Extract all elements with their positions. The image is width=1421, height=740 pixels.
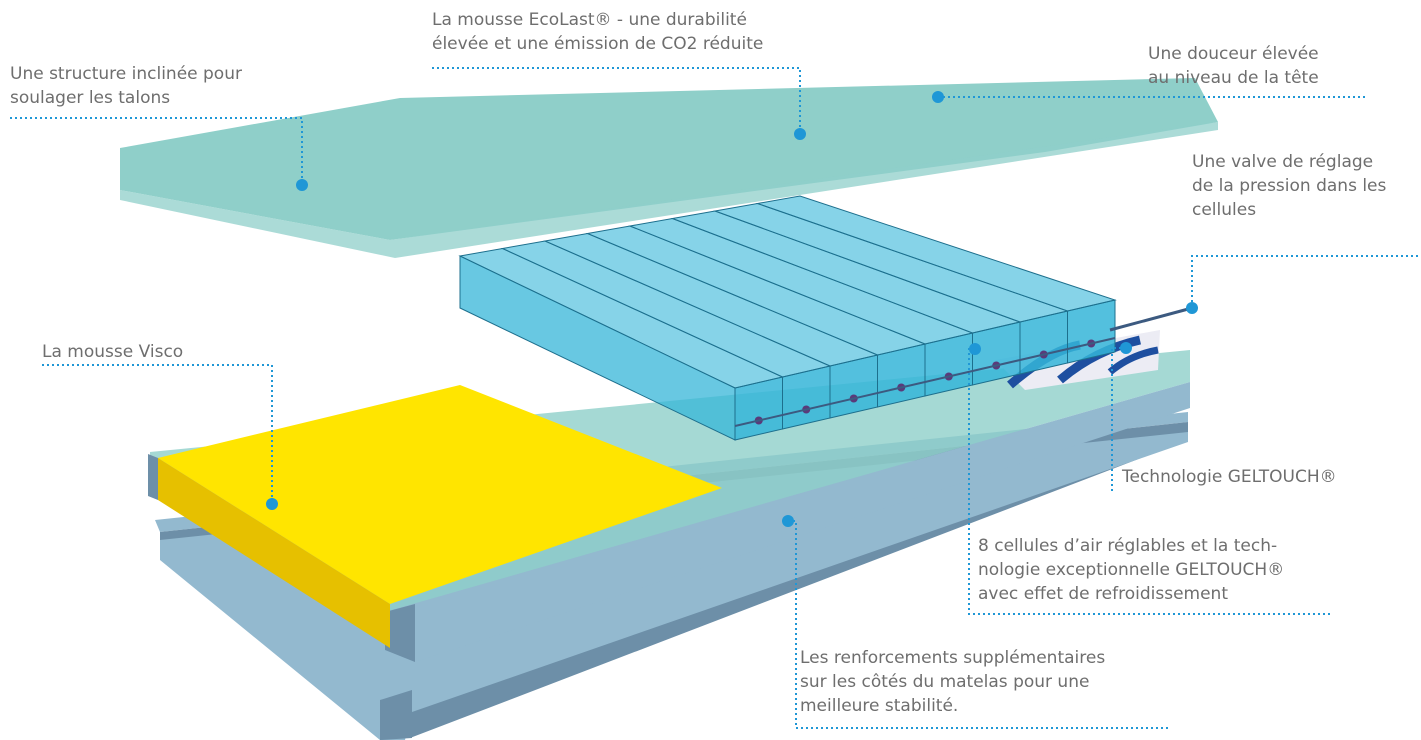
label-air-cells: 8 cellules d’air réglables et la tech- n… [978,534,1284,606]
label-side-reinforcement: Les renforcements supplémentaires sur le… [800,646,1105,718]
air-cell-top [755,195,1117,312]
valve-tube [1109,306,1193,332]
label-head-softness: Une douceur élevée au niveau de la tête [1148,42,1319,90]
leader-pressure-valve [1191,255,1418,308]
dot-pressure-valve [1186,302,1198,314]
air-cell-end-face [459,255,736,441]
label-geltouch: Technologie GELTOUCH® [1122,465,1337,489]
marker-dots [266,91,1198,527]
label-visco-foam: La mousse Visco [42,340,183,364]
leader-heel-structure [10,117,303,185]
leader-ecolast-foam [432,67,801,133]
dot-air-cells [969,343,981,355]
label-pressure-valve-line-3: cellules [1192,200,1257,220]
label-air-cells-line-2: nologie exceptionnelle GELTOUCH® [978,560,1285,580]
label-visco-foam-line-1: La mousse Visco [42,342,184,362]
visco-foam-side [158,458,390,648]
leader-geltouch [1111,347,1126,492]
dot-ecolast-foam [794,128,806,140]
visco-foam-top [158,385,722,604]
dot-heel-structure [296,179,308,191]
top-foam-layer [120,78,1218,258]
label-head-softness-line-1: Une douceur élevée [1148,44,1319,64]
dot-head-softness [932,91,944,103]
air-cell [628,217,975,397]
label-ecolast-foam: La mousse EcoLast® - une durabilité élev… [432,8,763,56]
dot-visco-foam [266,498,278,510]
label-pressure-valve: Une valve de réglage de la pression dans… [1192,150,1386,222]
middle-base-end-face [385,604,415,662]
dot-side-reinforcement [782,515,794,527]
leader-visco-foam [42,364,273,503]
label-side-reinforcement-line-3: meilleure stabilité. [800,696,959,716]
label-pressure-valve-line-2: de la pression dans les [1192,176,1387,196]
label-air-cells-line-1: 8 cellules d’air réglables et la tech- [978,536,1278,556]
top-foam-face [120,78,1218,240]
label-pressure-valve-line-1: Une valve de réglage [1192,152,1374,172]
label-head-softness-line-2: au niveau de la tête [1148,68,1319,88]
label-air-cells-line-3: avec effet de refroidissement [978,584,1228,604]
dot-geltouch [1120,342,1132,354]
air-cell-connecting-tube [734,337,1116,427]
label-ecolast-foam-line-1: La mousse EcoLast® - une durabilité [432,10,747,30]
label-heel-structure-line-1: Une structure inclinée pour [10,64,242,84]
valve-assembly [1109,306,1193,332]
label-geltouch-line-1: Technologie GELTOUCH® [1122,467,1337,487]
label-heel-structure: Une structure inclinée pour soulager les… [10,62,242,110]
leader-lines [10,67,1418,729]
bottom-base-main [160,432,1188,740]
visco-foam-block [148,385,722,648]
visco-foam-left-edge [148,454,158,500]
label-heel-structure-line-2: soulager les talons [10,88,171,108]
label-side-reinforcement-line-2: sur les côtés du matelas pour une [800,672,1090,692]
air-cell-module [458,195,1117,441]
geltouch-wave-3 [1107,346,1159,375]
leader-side-reinforcement [788,520,1168,729]
bottom-base-end [380,690,412,740]
label-side-reinforcement-line-1: Les renforcements supplémentaires [800,648,1106,668]
label-ecolast-foam-line-2: élevée et une émission de CO2 réduite [432,34,764,54]
